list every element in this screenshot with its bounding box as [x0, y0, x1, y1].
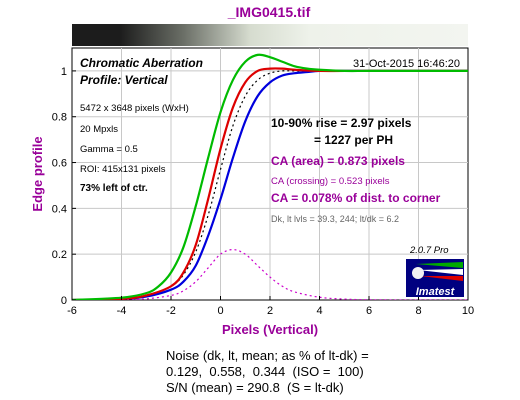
imatest-logo: Imatest — [406, 259, 464, 298]
ca-area-text: CA (area) = 0.873 pixels — [271, 154, 405, 168]
y-tick-label: 0.8 — [52, 112, 67, 124]
series-line-1 — [72, 67, 468, 300]
y-tick-label: 0.6 — [52, 158, 67, 170]
x-tick-label: -6 — [67, 305, 77, 317]
rise-text: 10-90% rise = 2.97 pixels — [271, 116, 412, 130]
ca-distance-text: CA = 0.078% of dist. to corner — [271, 191, 441, 205]
y-tick-label: 0.2 — [52, 249, 67, 261]
x-tick-label: 0 — [217, 305, 223, 317]
y-tick-label: 0 — [61, 295, 67, 307]
figure-title: _IMG0415.tif — [227, 4, 311, 20]
y-axis-label: Edge profile — [30, 136, 45, 211]
ca-crossing-text: CA (crossing) = 0.523 pixels — [271, 176, 390, 187]
x-tick-label: -2 — [166, 305, 176, 317]
y-tick-label: 1 — [61, 66, 67, 78]
edge-gradient-strip — [72, 24, 468, 46]
location-text: 73% left of ctr. — [80, 183, 148, 194]
x-tick-label: 6 — [366, 305, 372, 317]
roi-text: ROI: 415x131 pixels — [80, 164, 166, 175]
logo-text: Imatest — [416, 286, 456, 298]
x-tick-label: 8 — [415, 305, 421, 317]
axis-ticks: -6 -4 -2 0 2 4 6 8 10 0 0.2 0.4 0.6 0.8 1 — [52, 66, 474, 317]
series-line-0 — [72, 53, 468, 300]
noise-notes: Noise (dk, lt, mean; as % of lt-dk) = 0.… — [166, 348, 369, 396]
x-tick-label: -4 — [117, 305, 127, 317]
x-tick-label: 4 — [316, 305, 322, 317]
gamma-text: Gamma = 0.5 — [80, 144, 138, 155]
date-text: 31-Oct-2015 16:46:20 — [353, 58, 460, 70]
x-tick-label: 2 — [267, 305, 273, 317]
profile-text: Profile: Vertical — [80, 73, 168, 87]
levels-text: Dk, lt lvls = 39.3, 244; lt/dk = 6.2 — [271, 214, 399, 224]
series-group — [72, 53, 468, 300]
grid-lines — [72, 48, 468, 300]
dims-text: 5472 x 3648 pixels (WxH) — [80, 103, 189, 114]
heading-text: Chromatic Aberration — [80, 56, 203, 70]
noise-line-3: S/N (mean) = 290.8 (S = lt-dk) — [166, 380, 344, 395]
mpxls-text: 20 Mpxls — [80, 124, 118, 135]
version-text: 2.0.7 Pro — [409, 245, 449, 256]
noise-line-2: 0.129, 0.558, 0.344 (ISO = 100) — [166, 364, 364, 379]
per-ph-text: = 1227 per PH — [314, 133, 393, 147]
noise-line-1: Noise (dk, lt, mean; as % of lt-dk) = — [166, 348, 369, 363]
series-line-4 — [72, 248, 468, 300]
x-tick-label: 10 — [462, 305, 474, 317]
x-axis-label: Pixels (Vertical) — [222, 322, 318, 337]
y-tick-label: 0.4 — [52, 203, 67, 215]
